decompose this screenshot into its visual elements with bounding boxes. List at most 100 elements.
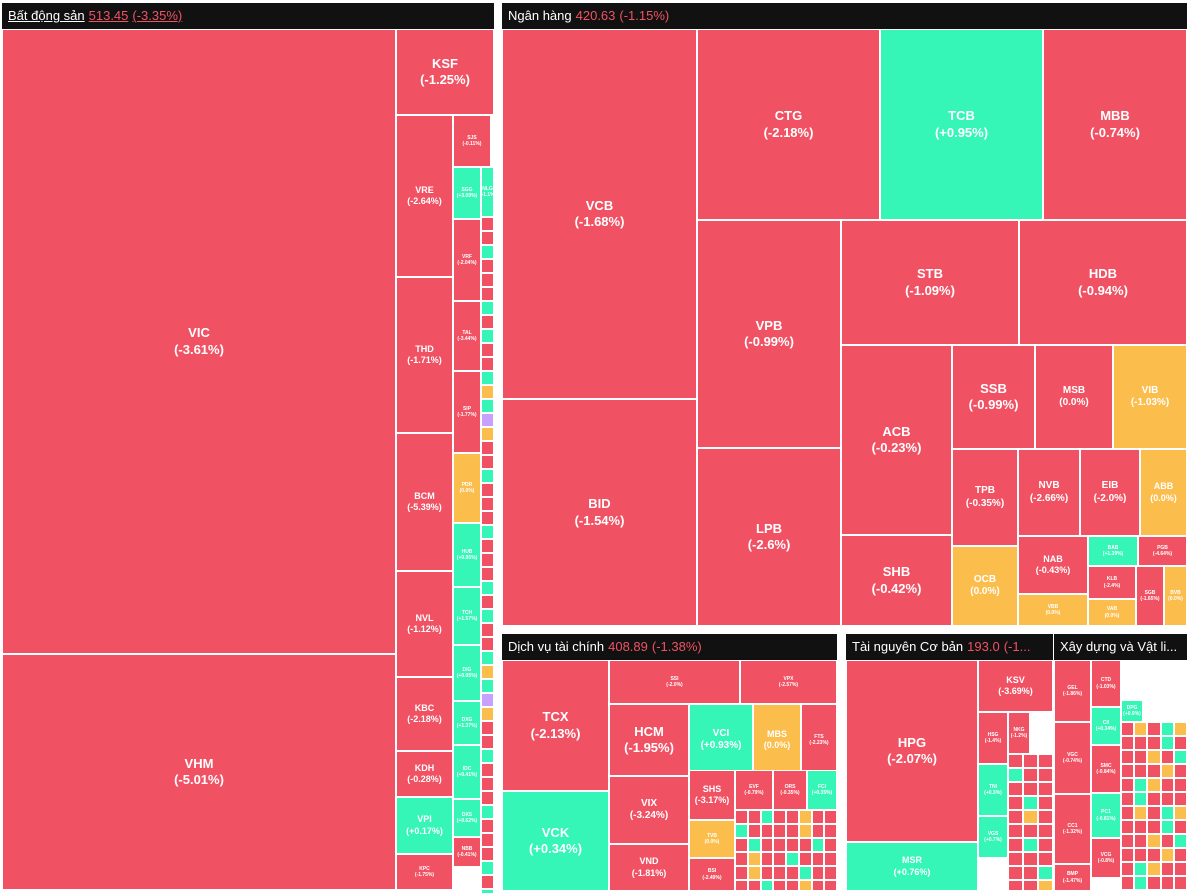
stock-tile-bid[interactable]: BID (-1.54%) [502,399,697,626]
stock-tile-small[interactable] [1023,852,1038,866]
stock-tile-small[interactable] [1008,852,1023,866]
stock-tile-tch[interactable]: TCH (+1.57%) [453,587,481,645]
stock-tile-small[interactable] [1038,810,1053,824]
stock-tile-small[interactable] [481,679,494,693]
stock-tile-ctg[interactable]: CTG (-2.18%) [697,29,880,220]
stock-tile-small[interactable] [786,810,799,824]
stock-tile-small[interactable] [1173,876,1187,890]
stock-tile-small[interactable] [1008,782,1023,796]
stock-tile-vpi[interactable]: VPI (+0.17%) [396,797,453,854]
stock-tile-msr[interactable]: MSR (+0.76%) [846,842,978,891]
sector-header[interactable]: Bất động sản 513.45 (-3.35%) [2,3,494,29]
stock-tile-small[interactable] [1147,876,1161,890]
stock-tile-small[interactable] [1038,796,1053,810]
stock-tile-eib[interactable]: EIB (-2.0%) [1080,449,1140,536]
sector-header[interactable]: Dịch vụ tài chính 408.89 (-1.38%) [502,634,837,660]
stock-tile-vrf[interactable]: VRF (-2.04%) [453,219,481,301]
stock-tile-small[interactable] [1121,876,1135,890]
stock-tile-small[interactable] [1121,820,1135,834]
stock-tile-sip[interactable]: SIP (-1.77%) [453,371,481,453]
stock-tile-ssi[interactable]: SSI (-2.0%) [609,660,740,704]
stock-tile-small[interactable] [773,866,786,880]
stock-tile-hpg[interactable]: HPG (-2.07%) [846,660,978,842]
stock-tile-ctd[interactable]: CTD (-1.03%) [1091,660,1121,707]
stock-tile-small[interactable] [1160,876,1174,890]
stock-tile-small[interactable] [481,791,494,805]
stock-tile-small[interactable] [481,581,494,595]
stock-tile-small[interactable] [786,838,799,852]
stock-tile-small[interactable] [481,525,494,539]
stock-tile-small[interactable] [481,707,494,721]
sector-header[interactable]: Xây dựng và Vật li... [1054,634,1187,660]
stock-tile-small[interactable] [735,866,748,880]
stock-tile-small[interactable] [481,469,494,483]
stock-tile-mbb[interactable]: MBB (-0.74%) [1043,29,1187,220]
sector-header[interactable]: Ngân hàng 420.63 (-1.15%) [502,3,1187,29]
stock-tile-tvb[interactable]: TVB (0.0%) [689,820,735,858]
stock-tile-small[interactable] [481,273,494,287]
stock-tile-small[interactable] [481,385,494,399]
stock-tile-small[interactable] [1160,890,1174,891]
stock-tile-small[interactable] [824,824,837,838]
stock-tile-dpg[interactable]: DPG (+0.9%) [1121,700,1143,722]
stock-tile-small[interactable] [481,665,494,679]
stock-tile-small[interactable] [1134,750,1148,764]
stock-tile-small[interactable] [481,819,494,833]
stock-tile-small[interactable] [1160,806,1174,820]
stock-tile-small[interactable] [773,852,786,866]
stock-tile-small[interactable] [1147,862,1161,876]
stock-tile-vbb[interactable]: VBB (0.0%) [1018,594,1088,626]
stock-tile-small[interactable] [747,880,761,891]
stock-tile-fci[interactable]: FCI (+0.35%) [807,770,837,810]
stock-tile-small[interactable] [1023,754,1038,768]
stock-tile-small[interactable] [1134,736,1148,750]
stock-tile-hcm[interactable]: HCM (-1.95%) [609,704,689,776]
stock-tile-cc1[interactable]: CC1 (-1.32%) [1054,794,1091,864]
stock-tile-small[interactable] [1147,834,1161,848]
stock-tile-small[interactable] [481,259,494,273]
stock-tile-small[interactable] [481,637,494,651]
stock-tile-kdh[interactable]: KDH (-0.28%) [396,751,453,797]
stock-tile-small[interactable] [1173,834,1187,848]
stock-tile-thd[interactable]: THD (-1.71%) [396,277,453,433]
stock-tile-small[interactable] [481,315,494,329]
stock-tile-bvb[interactable]: BVB (0.0%) [1164,566,1187,626]
stock-tile-small[interactable] [760,880,774,891]
stock-tile-small[interactable] [747,824,761,838]
stock-tile-small[interactable] [811,824,825,838]
stock-tile-small[interactable] [481,721,494,735]
stock-tile-small[interactable] [786,852,799,866]
stock-tile-small[interactable] [786,866,799,880]
stock-tile-small[interactable] [1008,880,1023,891]
stock-tile-small[interactable] [481,861,494,875]
stock-tile-small[interactable] [760,810,774,824]
stock-tile-small[interactable] [1173,848,1187,862]
stock-tile-dxg[interactable]: DXG (+1.37%) [453,701,481,745]
stock-tile-small[interactable] [481,217,494,231]
stock-tile-gel[interactable]: GEL (-1.86%) [1054,660,1091,722]
stock-tile-small[interactable] [1160,764,1174,778]
stock-tile-small[interactable] [481,595,494,609]
stock-tile-small[interactable] [1121,736,1135,750]
stock-tile-vcg[interactable]: VCG (-0.8%) [1091,838,1121,878]
stock-tile-nlg[interactable]: NLG(+1.1%) [481,167,494,217]
stock-tile-small[interactable] [1147,820,1161,834]
stock-tile-idc[interactable]: IDC (+0.41%) [453,745,481,799]
stock-tile-kpc[interactable]: KPC (-1.75%) [396,854,453,890]
stock-tile-small[interactable] [1008,824,1023,838]
stock-tile-small[interactable] [1121,834,1135,848]
stock-tile-small[interactable] [1121,764,1135,778]
stock-tile-small[interactable] [735,880,748,891]
stock-tile-fts[interactable]: FTS (-2.23%) [801,704,837,776]
stock-tile-vgc[interactable]: VGC (-0.74%) [1054,722,1091,794]
stock-tile-small[interactable] [798,880,812,891]
stock-tile-small[interactable] [1134,848,1148,862]
stock-tile-small[interactable] [1147,806,1161,820]
stock-tile-small[interactable] [1008,866,1023,880]
stock-tile-sgb[interactable]: SGB (-1.65%) [1136,566,1164,626]
stock-tile-small[interactable] [760,838,774,852]
stock-tile-small[interactable] [1023,838,1038,852]
stock-tile-vci[interactable]: VCI (+0.93%) [689,704,753,776]
stock-tile-vhm[interactable]: VHM (-5.01%) [2,654,396,890]
stock-tile-small[interactable] [1023,866,1038,880]
